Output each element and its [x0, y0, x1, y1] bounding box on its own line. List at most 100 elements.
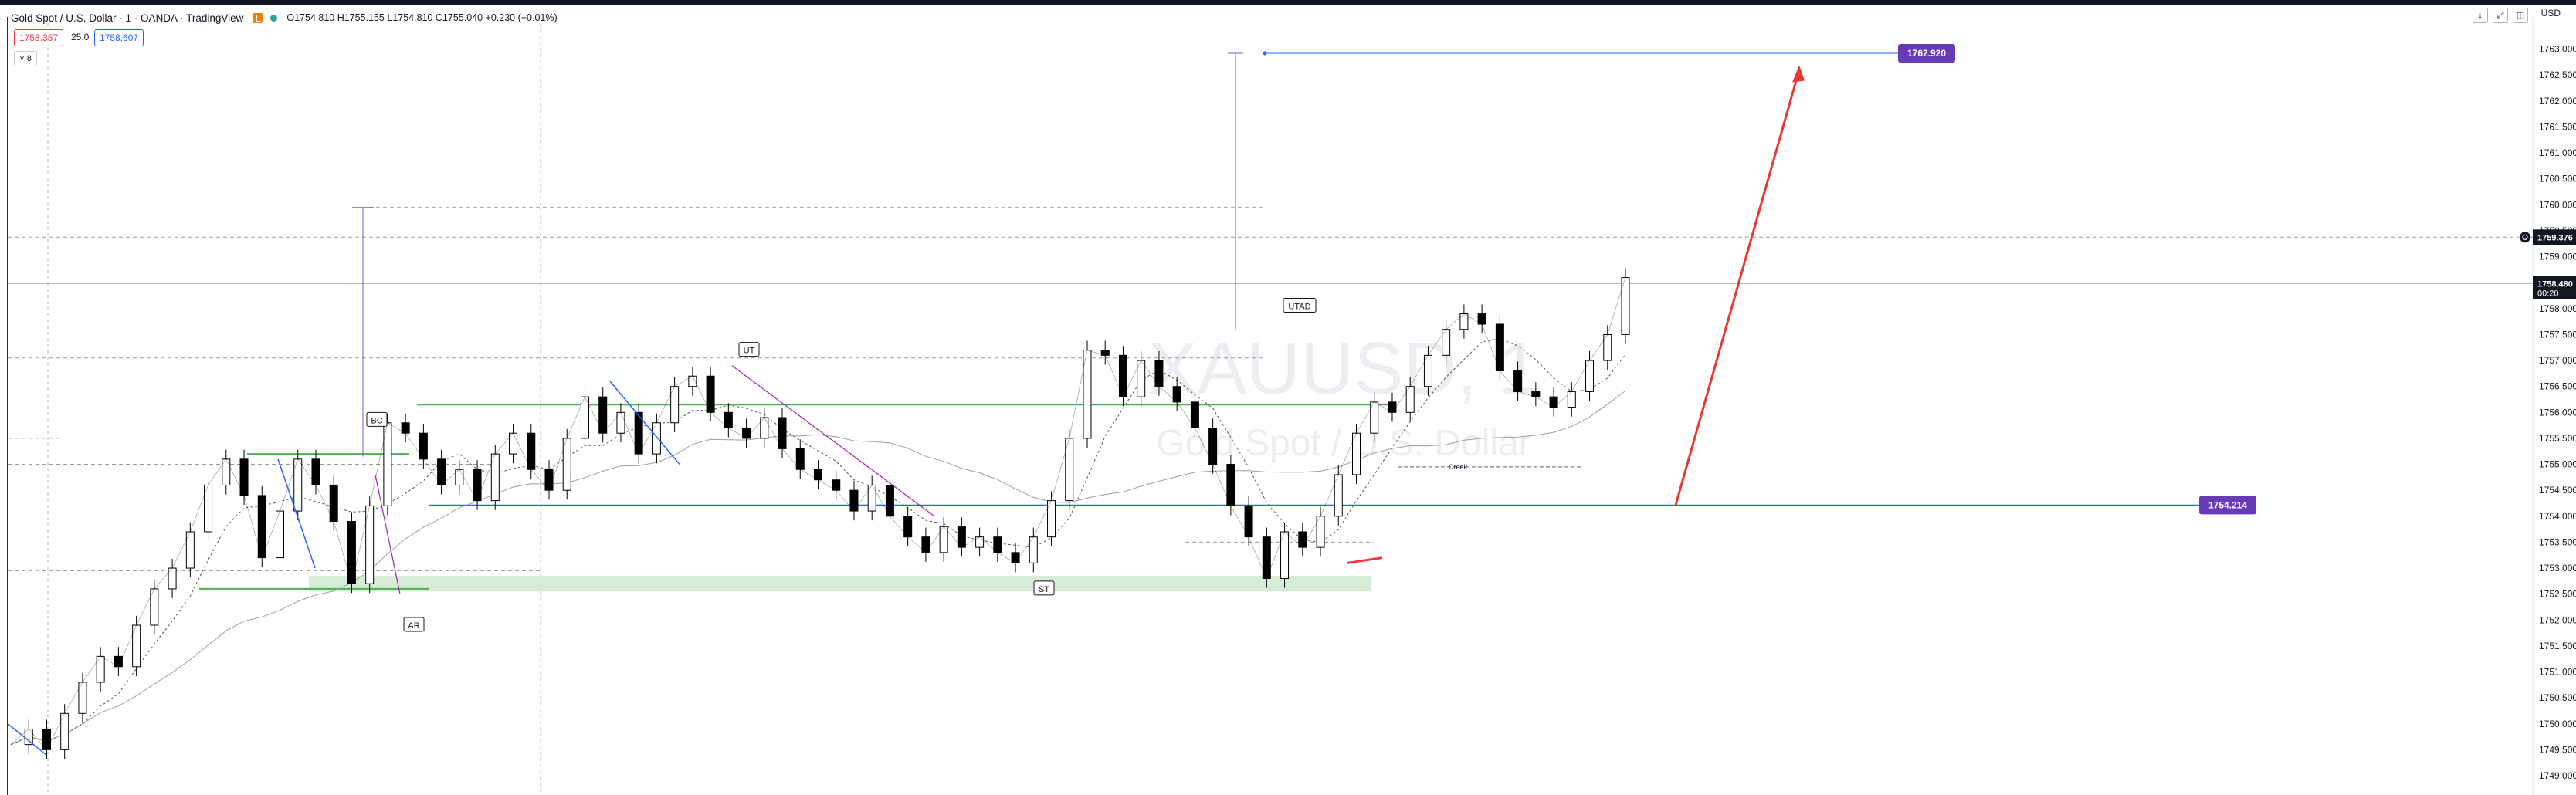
- candle-body: [1316, 516, 1325, 548]
- price-tick: 1755.000: [2539, 459, 2576, 470]
- candle-body: [60, 712, 69, 750]
- candle-body: [1370, 401, 1379, 434]
- candle-body: [329, 484, 338, 523]
- candle-body: [670, 386, 680, 424]
- currency-selector[interactable]: USD: [2540, 8, 2561, 19]
- chevron-down-icon: ˅: [19, 54, 25, 63]
- candle-body: [96, 655, 105, 683]
- price-tick: 1754.500: [2539, 485, 2576, 496]
- price-tick: 1751.000: [2539, 667, 2576, 678]
- candle-body: [1495, 323, 1504, 372]
- candle-body: [742, 427, 751, 439]
- price-tick: 1752.500: [2539, 589, 2576, 600]
- candle-body: [1567, 391, 1576, 408]
- annotation-box: [1283, 297, 1317, 313]
- candle-body: [706, 375, 715, 413]
- annotation-box: [1033, 580, 1055, 596]
- candle-body: [1298, 531, 1307, 548]
- candle-body: [832, 479, 841, 491]
- sell-price-button[interactable]: 1758.357: [14, 29, 64, 46]
- market-status-icon[interactable]: [253, 12, 263, 23]
- candle-body: [1352, 432, 1361, 475]
- restore-icon[interactable]: ◫: [2513, 8, 2528, 23]
- candle-body: [527, 432, 536, 470]
- price-tick: 1753.000: [2539, 563, 2576, 573]
- candle-body: [257, 495, 266, 559]
- trend-stroke: [375, 474, 401, 594]
- trend-stroke: [277, 458, 316, 569]
- candle-body: [168, 567, 177, 590]
- candle-body: [957, 526, 966, 548]
- candle-body: [114, 655, 123, 668]
- watermark-name: Gold Spot / U.S. Dollar: [1156, 423, 1531, 464]
- candle-body: [239, 458, 249, 496]
- candle-body: [24, 728, 33, 746]
- candle-body: [1423, 354, 1432, 387]
- trend-stroke: [609, 381, 680, 465]
- annotation-ut: UT: [744, 347, 755, 356]
- candle-body: [1190, 401, 1199, 428]
- candle-body: [311, 458, 320, 485]
- countdown-timer: 00:20: [2537, 289, 2559, 299]
- price-tick: 1759.000: [2539, 252, 2576, 262]
- candle-body: [724, 411, 733, 428]
- candle-body: [1405, 386, 1415, 413]
- price-tick: 1750.500: [2539, 692, 2576, 703]
- candle-body: [814, 469, 822, 481]
- candle-body: [365, 505, 375, 584]
- price-tick: 1761.000: [2539, 147, 2576, 158]
- indicator-count: 8: [26, 54, 32, 63]
- candle-body: [921, 536, 930, 553]
- candle-body: [150, 588, 159, 626]
- annotation-creek: Creek: [1449, 463, 1468, 471]
- price-tick: 1751.500: [2539, 641, 2576, 651]
- candle-body: [1065, 438, 1074, 502]
- candle-body: [688, 375, 697, 387]
- candle-body: [580, 396, 589, 439]
- candle-body: [276, 510, 284, 559]
- price-tick: 1762.500: [2539, 69, 2576, 80]
- candle-body: [1603, 333, 1612, 361]
- candle-body: [455, 469, 464, 485]
- candle-body: [204, 484, 213, 533]
- candle-body: [993, 536, 1002, 553]
- current-price-value: 1758.480: [2537, 280, 2573, 289]
- expand-icon[interactable]: ⤢: [2493, 8, 2508, 23]
- annotation-box: [366, 411, 388, 427]
- candle-body: [1531, 391, 1541, 398]
- candle-body: [509, 432, 518, 455]
- current-price-box: [2533, 276, 2576, 299]
- candle-body: [222, 458, 231, 485]
- ohlc-readout: O1754.810 H1755.155 L1754.810 C1755.040 …: [286, 12, 558, 23]
- annotation-utad: UTAD: [1288, 302, 1310, 311]
- price-tick: 1749.000: [2539, 770, 2576, 781]
- candle-body: [634, 411, 643, 455]
- buy-price-button[interactable]: 1758.607: [94, 29, 144, 46]
- candle-body: [490, 453, 500, 502]
- candle-body: [652, 422, 661, 455]
- symbol-title[interactable]: Gold Spot / U.S. Dollar · 1 · OANDA · Tr…: [11, 12, 244, 24]
- red-marker: [1347, 556, 1383, 564]
- price-tick: 1762.000: [2539, 96, 2576, 107]
- candle-body: [885, 484, 894, 517]
- price-tick: 1761.500: [2539, 121, 2576, 132]
- arrow-down-icon[interactable]: ↓: [2473, 8, 2488, 23]
- candle-body: [1477, 313, 1486, 325]
- indicators-collapse-button[interactable]: ˅ 8: [14, 51, 37, 66]
- candle-body: [1585, 360, 1595, 392]
- projection-arrow: [1674, 69, 1801, 506]
- candle-body: [1083, 350, 1092, 439]
- candle-body: [1280, 531, 1290, 579]
- candle-body: [867, 484, 876, 512]
- level-price-box: [2533, 229, 2576, 245]
- price-tick: 1756.000: [2539, 407, 2576, 418]
- price-tick: 1763.000: [2539, 44, 2576, 55]
- price-tick: 1749.500: [2539, 744, 2576, 755]
- candle-body: [1459, 313, 1469, 330]
- price-tick: 1757.500: [2539, 329, 2576, 340]
- candle-body: [347, 521, 356, 584]
- chart-header: Gold Spot / U.S. Dollar · 1 · OANDA · Tr…: [11, 9, 558, 26]
- projection-arrowhead: [1792, 65, 1805, 83]
- candle-body: [1208, 427, 1218, 465]
